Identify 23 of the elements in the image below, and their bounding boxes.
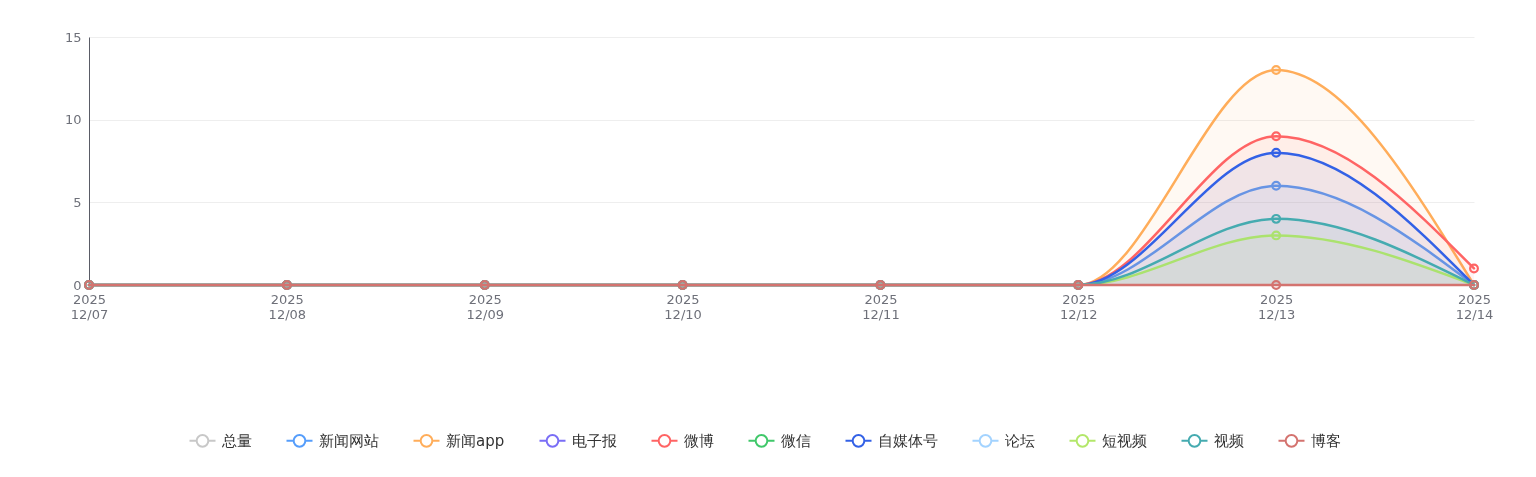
y-tick-label: 15 <box>64 29 82 45</box>
legend-label: 新闻app <box>446 431 505 450</box>
legend-label: 新闻网站 <box>319 431 379 450</box>
y-tick-label: 5 <box>73 194 82 210</box>
x-tick-label: 2025 12/14 <box>1455 291 1494 322</box>
x-tick-label: 2025 12/08 <box>268 291 307 322</box>
legend-label: 自媒体号 <box>878 431 938 450</box>
legend-label: 电子报 <box>572 431 617 450</box>
legend-label: 视频 <box>1214 431 1244 450</box>
legend-label: 论坛 <box>1005 431 1035 450</box>
legend-label: 博客 <box>1311 431 1341 450</box>
legend-label: 微信 <box>781 431 811 450</box>
legend-label: 微博 <box>684 431 714 450</box>
x-tick-label: 2025 12/13 <box>1257 291 1296 322</box>
x-tick-label: 2025 12/10 <box>664 291 702 322</box>
x-tick-label: 2025 12/09 <box>466 291 504 322</box>
y-tick-label: 10 <box>64 112 82 128</box>
x-tick-label: 2025 12/12 <box>1060 291 1098 322</box>
x-tick-label: 2025 12/07 <box>70 291 109 322</box>
legend-label: 短视频 <box>1102 431 1147 450</box>
x-tick-label: 2025 12/11 <box>862 291 900 322</box>
y-tick-label: 0 <box>73 277 82 293</box>
legend-label: 总量 <box>221 431 252 450</box>
